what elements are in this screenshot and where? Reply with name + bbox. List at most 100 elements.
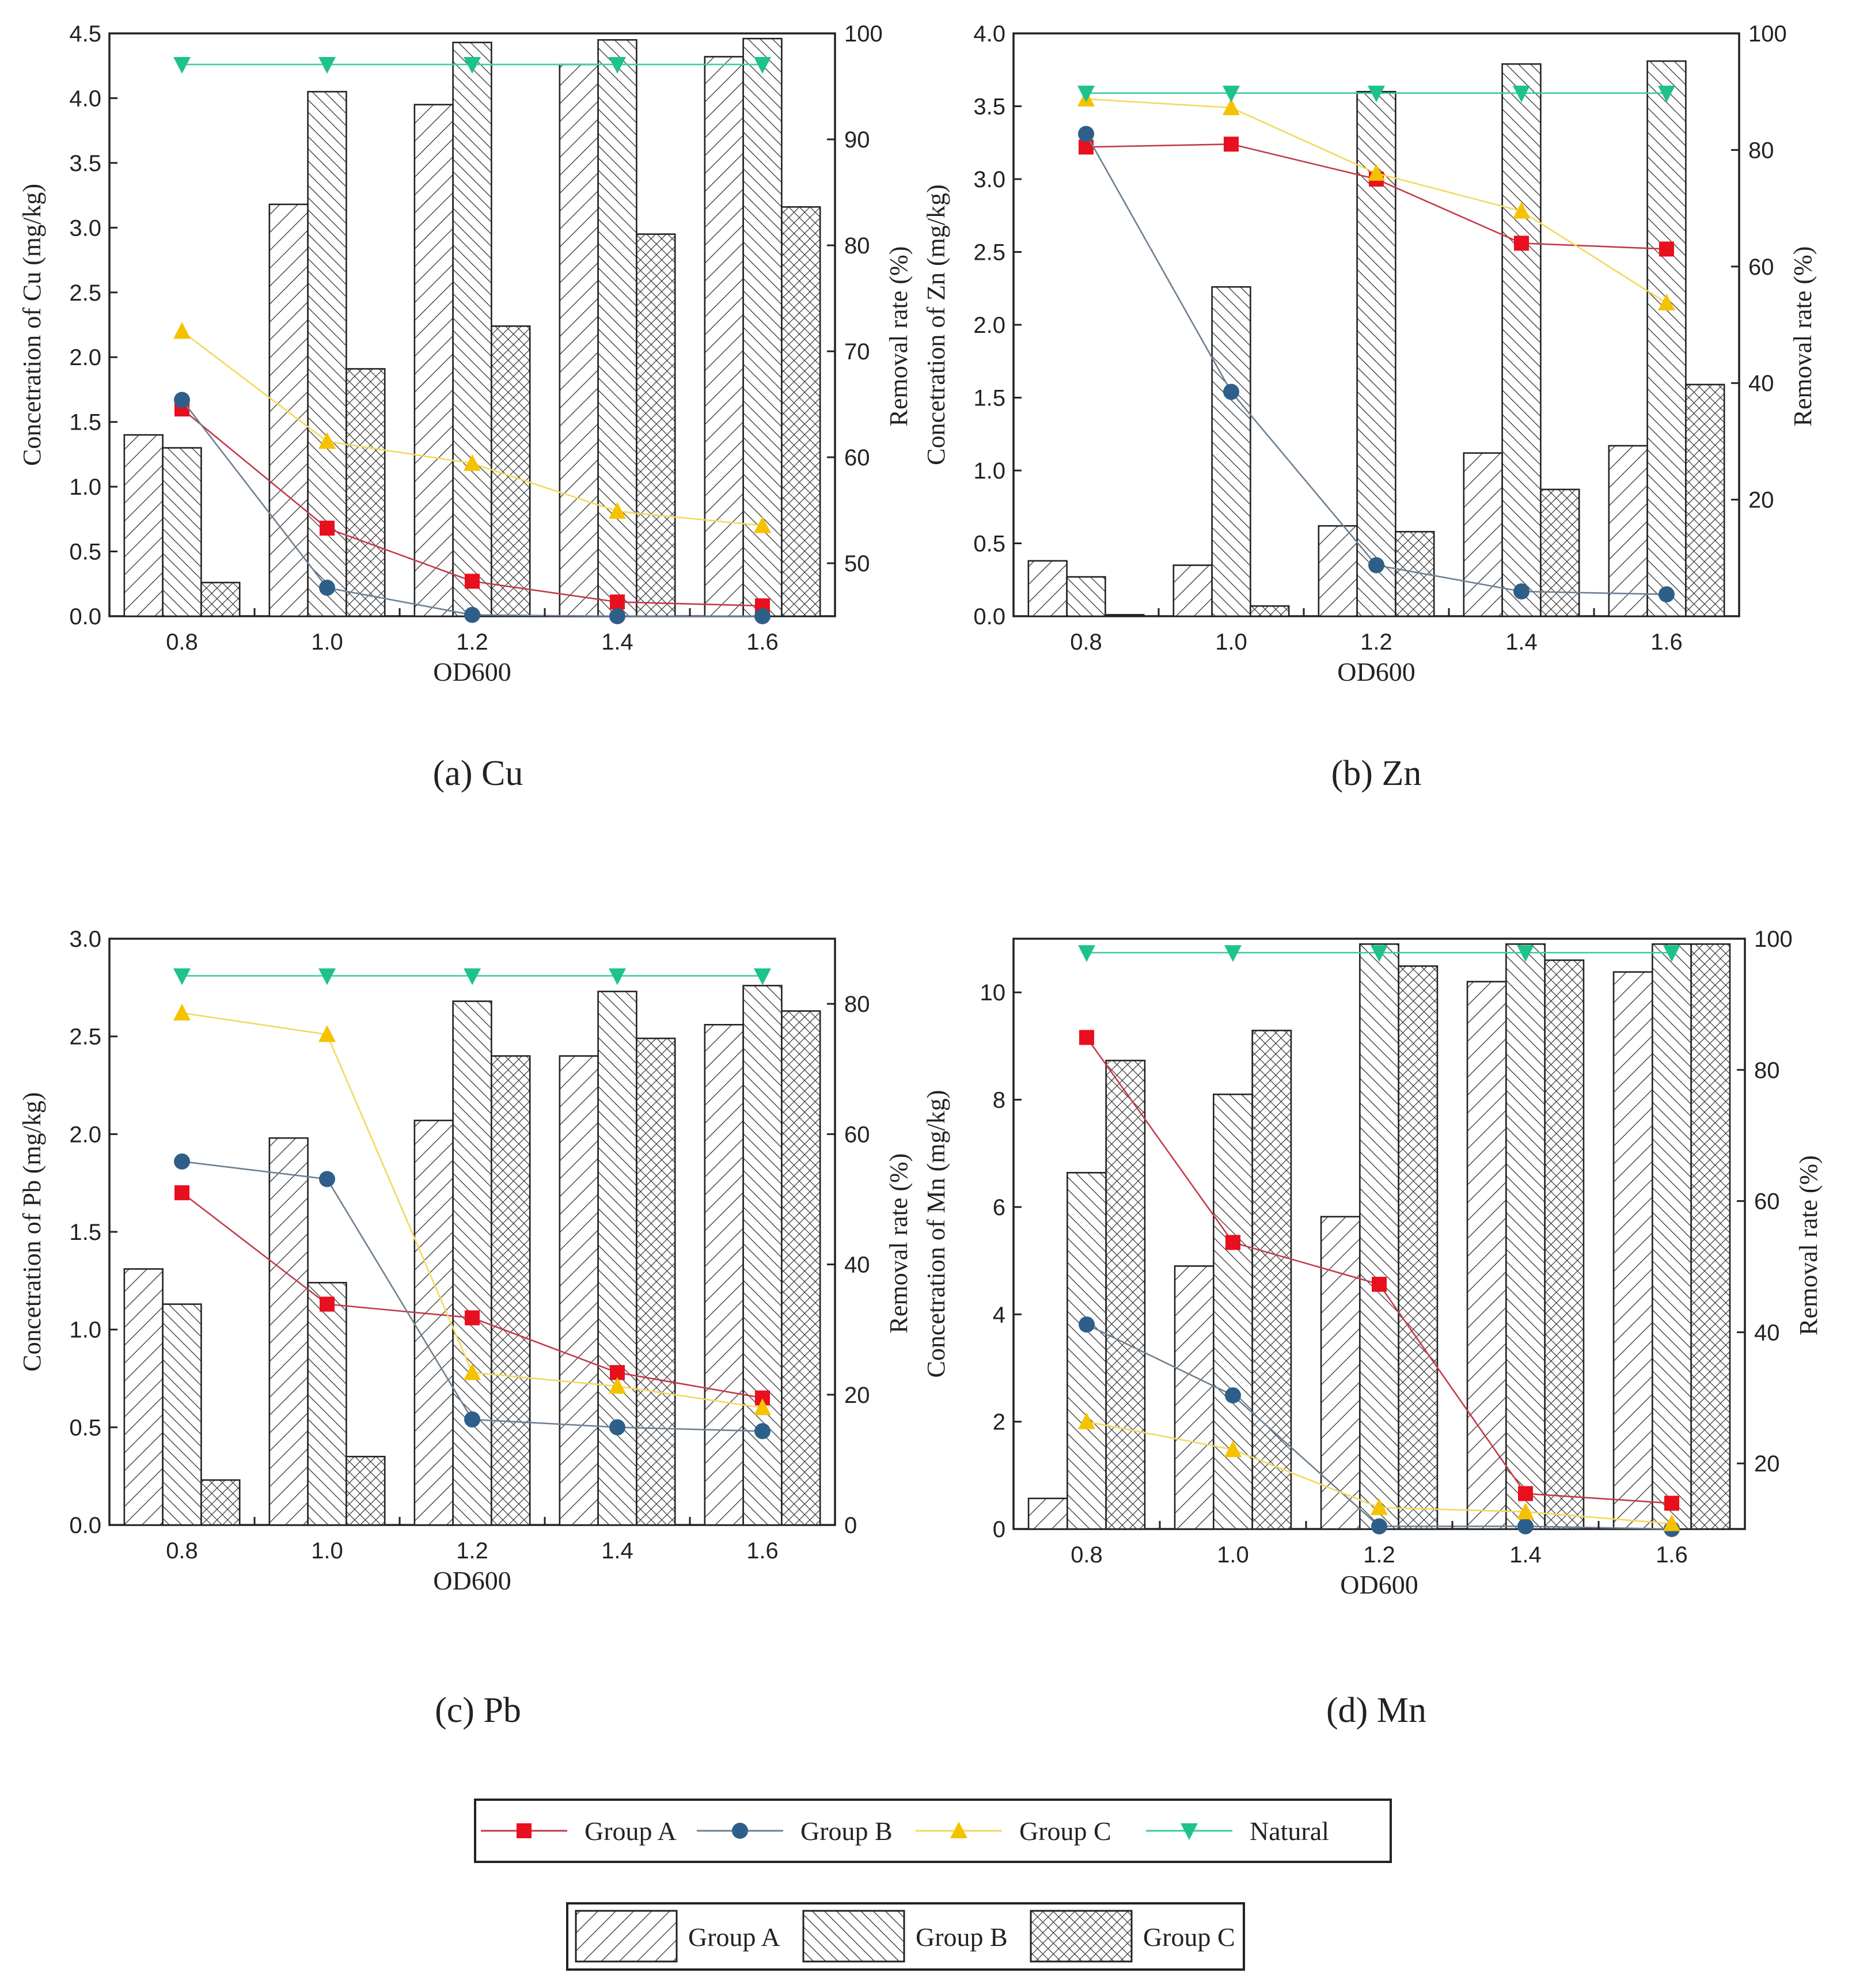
bar-group-b-1.4 xyxy=(1501,63,1542,617)
marker-group-c-0.8 xyxy=(173,322,191,339)
bar-group-a-1.6 xyxy=(704,1024,744,1526)
y2-tick-label: 40 xyxy=(1748,371,1774,396)
y-tick-label: 0.5 xyxy=(69,1415,101,1440)
bar-group-c-1.0 xyxy=(1250,605,1290,617)
marker-natural-1.2 xyxy=(464,56,481,74)
bar-group-c-1.6 xyxy=(781,1010,821,1526)
marker-natural-1.0 xyxy=(318,56,336,74)
marker-natural-1.6 xyxy=(754,968,771,985)
y2-tick-label: 20 xyxy=(1748,488,1774,513)
y-tick-label: 3.0 xyxy=(69,215,101,241)
y2-tick-label: 60 xyxy=(844,445,870,471)
marker-group-a-1.0 xyxy=(320,521,335,536)
bar-group-c-1.6 xyxy=(1685,384,1725,617)
marker-group-c-1.4 xyxy=(1517,1503,1534,1520)
bar-group-a-1.6 xyxy=(1612,971,1653,1530)
marker-group-c-1.4 xyxy=(609,502,626,519)
y-axis-right: 20 40 60 80 100 xyxy=(1737,927,1793,1477)
x-tick-label: 0.8 xyxy=(166,629,198,655)
y-tick-label: 8 xyxy=(993,1088,1005,1113)
bar-group-c-1.2 xyxy=(491,1055,531,1526)
bar-group-c-0.8 xyxy=(1105,1060,1146,1530)
bar-group-c-1.4 xyxy=(1540,488,1580,617)
legend-label: Natural xyxy=(1250,1816,1329,1846)
line-legend: Group A Group B Group C Natural xyxy=(474,1799,1392,1863)
marker-natural-0.8 xyxy=(173,56,191,74)
bar-group-c-0.8 xyxy=(1105,614,1145,617)
x-axis: 0.8 1.0 1.2 1.4 1.6 xyxy=(1012,1521,1746,1568)
marker-natural-1.6 xyxy=(754,56,771,74)
marker-group-c-1.0 xyxy=(318,432,336,449)
legend-label: Group A xyxy=(688,1922,780,1952)
y2-tick-label: 100 xyxy=(1748,21,1787,47)
y2-tick-label: 60 xyxy=(844,1122,870,1147)
y2-axis-title: Removal rate (%) xyxy=(1789,246,1817,427)
marker-group-c-1.4 xyxy=(609,1377,626,1394)
bar-group-b-0.8 xyxy=(1066,576,1106,617)
bar-group-a-1.2 xyxy=(1318,525,1358,617)
y-tick-label: 2.0 xyxy=(69,1122,101,1147)
y-axis-right: 0 20 40 60 80 xyxy=(827,992,870,1538)
x-tick-label: 0.8 xyxy=(1070,629,1102,655)
marker-group-a-1.4 xyxy=(1518,1486,1533,1501)
y-tick-label: 0.0 xyxy=(69,1513,101,1538)
chart-panel-d: 0 2 4 6 8 10 20 40 60 80 100 0.8 1.0 1.2 1.4 1.6 OD600 Co… xyxy=(922,927,1823,1730)
chart-panel-a: 0.0 0.5 1.0 1.5 2.0 2.5 3.0 3.5 4.0 4.5 50 60 70 80 90… xyxy=(18,21,913,793)
y-tick-label: 3.5 xyxy=(973,94,1005,120)
legend-swatch xyxy=(802,1910,905,1963)
bar-group-a-1.2 xyxy=(413,1120,454,1526)
panel-caption: (b) Zn xyxy=(1331,754,1422,793)
bar-group-a-1.4 xyxy=(559,1055,599,1526)
x-tick-label: 1.0 xyxy=(1217,1542,1249,1568)
marker-group-b-1.2 xyxy=(1368,557,1384,574)
x-axis: 0.8 1.0 1.2 1.4 1.6 xyxy=(108,1517,836,1564)
marker-group-b-1.6 xyxy=(754,1423,771,1440)
bar-legend-item-group-b: Group B xyxy=(802,1910,1008,1963)
y-axis-right: 50 60 70 80 90 100 xyxy=(827,21,883,576)
y-tick-label: 6 xyxy=(993,1195,1005,1220)
panel-caption: (c) Pb xyxy=(435,1691,521,1730)
y2-axis-title: Removal rate (%) xyxy=(885,1154,913,1334)
marker-natural-1.4 xyxy=(609,968,626,985)
x-tick-label: 1.4 xyxy=(1509,1542,1542,1568)
x-tick-label: 1.2 xyxy=(456,629,488,655)
bar-group-c-0.8 xyxy=(200,1479,241,1526)
bar-group-a-1.0 xyxy=(268,203,309,617)
bar-group-c-0.8 xyxy=(200,582,241,617)
y2-tick-label: 100 xyxy=(844,21,883,47)
y-tick-label: 4 xyxy=(993,1302,1005,1327)
bar-legend-item-group-a: Group A xyxy=(575,1910,780,1963)
panel-caption: (a) Cu xyxy=(433,754,523,793)
y-tick-label: 4.0 xyxy=(973,21,1005,47)
marker-group-b-1.2 xyxy=(464,606,480,623)
marker-group-c-1.6 xyxy=(1663,1514,1680,1531)
bar-group-b-1.6 xyxy=(1646,60,1687,617)
bar-group-c-1.6 xyxy=(1690,943,1731,1530)
y-tick-label: 4.5 xyxy=(69,21,101,47)
bar-series-group xyxy=(1027,60,1725,617)
bar-group-b-1.0 xyxy=(307,90,347,617)
marker-group-a-1.6 xyxy=(1659,241,1674,257)
y2-tick-label: 0 xyxy=(844,1513,857,1538)
marker-group-b-0.8 xyxy=(174,392,190,408)
marker-group-a-1.2 xyxy=(1372,1277,1387,1292)
marker-group-b-1.4 xyxy=(1513,583,1530,600)
y-axis-right: 20 40 60 80 100 xyxy=(1731,21,1787,513)
bar-group-c-1.0 xyxy=(346,368,386,617)
marker-natural-0.8 xyxy=(173,968,191,985)
y-tick-label: 3.0 xyxy=(973,167,1005,192)
line-legend-item-group-c: Group C xyxy=(916,1816,1111,1846)
marker-natural-1.4 xyxy=(1513,85,1530,103)
y-tick-label: 2.5 xyxy=(973,240,1005,265)
y-axis-title: Concetration of Zn (mg/kg) xyxy=(922,184,950,465)
line-series-group xyxy=(1077,85,1675,603)
marker-natural-1.4 xyxy=(609,56,626,74)
bar-group-b-1.6 xyxy=(742,985,783,1526)
bar-group-b-1.0 xyxy=(307,1281,347,1526)
marker-group-b-0.8 xyxy=(174,1153,190,1170)
bar-group-b-1.4 xyxy=(597,991,637,1526)
marker-group-a-1.0 xyxy=(1225,1235,1240,1250)
x-tick-label: 1.2 xyxy=(1360,629,1392,655)
legend-label: Group A xyxy=(585,1816,677,1846)
